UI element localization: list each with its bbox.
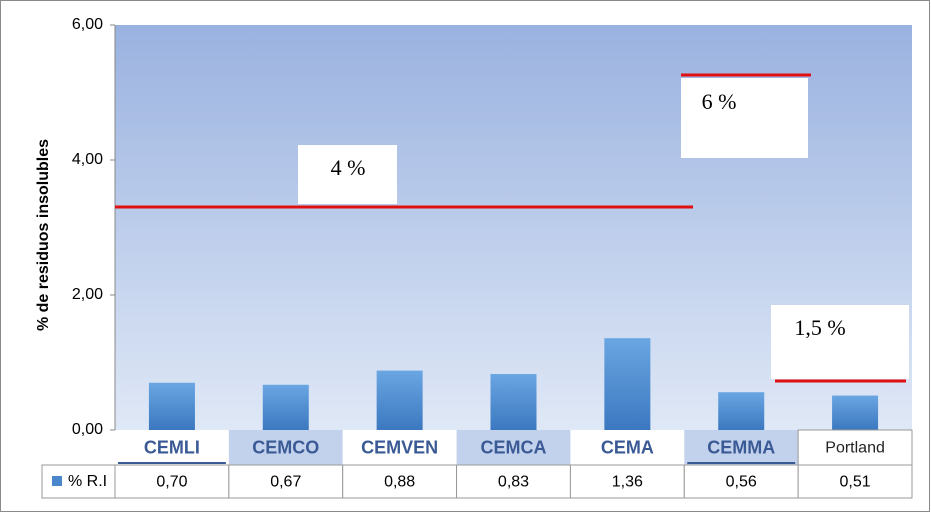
y-tick-label: 0,00 <box>72 421 103 438</box>
value-label: 0,70 <box>156 474 187 491</box>
x-tick-label: CEMCA <box>481 437 547 457</box>
legend-label: % R.I <box>68 473 107 490</box>
table-cell <box>456 464 571 499</box>
category-cell <box>115 430 229 465</box>
category-cell <box>570 430 685 465</box>
bar <box>832 395 879 430</box>
category-cell <box>456 430 571 465</box>
x-tick-label: CEMCO <box>252 437 319 457</box>
annotation: 1,5 % <box>794 315 845 340</box>
annotation-box <box>681 78 808 158</box>
value-label: 0,67 <box>270 474 301 491</box>
y-axis-label: % de residuos insolubles <box>35 139 52 331</box>
bar <box>718 392 765 430</box>
bar <box>604 338 651 430</box>
x-tick-label: Portland <box>825 440 885 457</box>
annotation: 6 % <box>702 89 737 114</box>
y-tick-label: 2,00 <box>72 286 103 303</box>
y-tick-label: 6,00 <box>72 16 103 33</box>
value-label: 1,36 <box>612 474 643 491</box>
bar <box>148 382 195 430</box>
x-tick-label: CEMVEN <box>361 437 438 457</box>
table-cell <box>683 464 799 499</box>
value-label: 0,51 <box>840 474 871 491</box>
annotation-box <box>298 145 397 204</box>
data-table: % R.I CEMLI 0,70 CEMCO 0,67 CEMVEN 0,88 CEMCA 0,… <box>41 429 913 499</box>
bar <box>490 373 537 430</box>
table-cell <box>797 464 913 499</box>
legend-swatch <box>52 476 62 486</box>
annotation-box <box>771 305 909 379</box>
value-label: 0,88 <box>384 474 415 491</box>
category-cell <box>797 429 913 466</box>
x-tick-label: CEMLI <box>144 437 200 457</box>
annotation: 4 % <box>331 155 366 180</box>
x-tick-label: CEMMA <box>707 437 775 457</box>
bar <box>376 370 423 430</box>
marks: 0,00 2,00 4,00 6,00 <box>72 16 879 438</box>
table-cell <box>114 464 230 499</box>
value-label: 0,83 <box>498 474 529 491</box>
category-cell <box>228 430 343 465</box>
category-cell <box>684 430 799 465</box>
category-cell <box>342 430 457 465</box>
bar <box>262 384 309 430</box>
x-tick-label: CEMA <box>601 437 654 457</box>
value-label: 0,56 <box>726 474 757 491</box>
table-cell <box>342 464 458 499</box>
table-cell <box>569 464 685 499</box>
y-tick-label: 4,00 <box>72 151 103 168</box>
